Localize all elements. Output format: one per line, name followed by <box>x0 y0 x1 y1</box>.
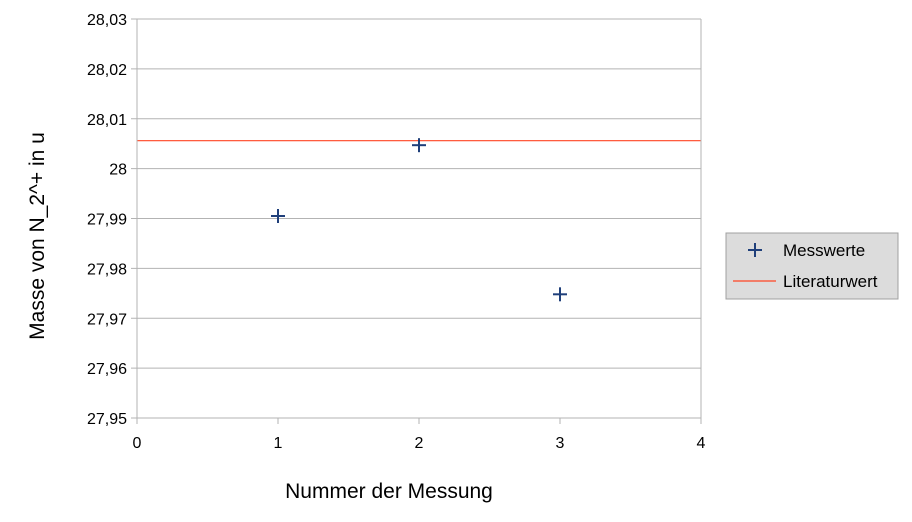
data-points <box>271 138 567 302</box>
axes <box>136 19 702 424</box>
y-tick-label: 27,96 <box>87 361 127 378</box>
legend-marker-messwerte <box>748 243 762 257</box>
x-tick-label: 4 <box>697 435 706 452</box>
x-axis-title: Nummer der Messung <box>285 480 493 503</box>
y-tick-label: 27,95 <box>87 411 127 428</box>
y-axis-title: Masse von N_2^+ in u <box>26 132 49 340</box>
x-tick-label: 1 <box>274 435 283 452</box>
y-tick-label: 27,98 <box>87 261 127 278</box>
x-tick-label: 2 <box>415 435 424 452</box>
x-tick-label: 3 <box>556 435 565 452</box>
y-tick-label: 27,97 <box>87 311 127 328</box>
y-tick-label: 28 <box>109 162 127 179</box>
x-tick-labels: 0 1 2 3 4 <box>133 435 706 452</box>
y-tick-label: 28,03 <box>87 12 127 29</box>
legend-label-messwerte: Messwerte <box>783 241 865 260</box>
legend-label-literaturwert: Literaturwert <box>783 272 878 291</box>
y-tick-label: 28,01 <box>87 112 127 129</box>
messwert-point <box>553 287 567 302</box>
y-tick-labels: 27,95 27,96 27,97 27,98 27,99 28 28,01 28,02 28,… <box>87 12 127 428</box>
gridlines <box>131 18 701 419</box>
messwert-point <box>271 209 285 224</box>
messwert-point <box>412 138 426 153</box>
legend: Messwerte Literaturwert <box>725 232 899 300</box>
y-tick-label: 27,99 <box>87 212 127 229</box>
y-tick-label: 28,02 <box>87 62 127 79</box>
legend-plus-marker <box>748 243 762 257</box>
x-tick-label: 0 <box>133 435 142 452</box>
